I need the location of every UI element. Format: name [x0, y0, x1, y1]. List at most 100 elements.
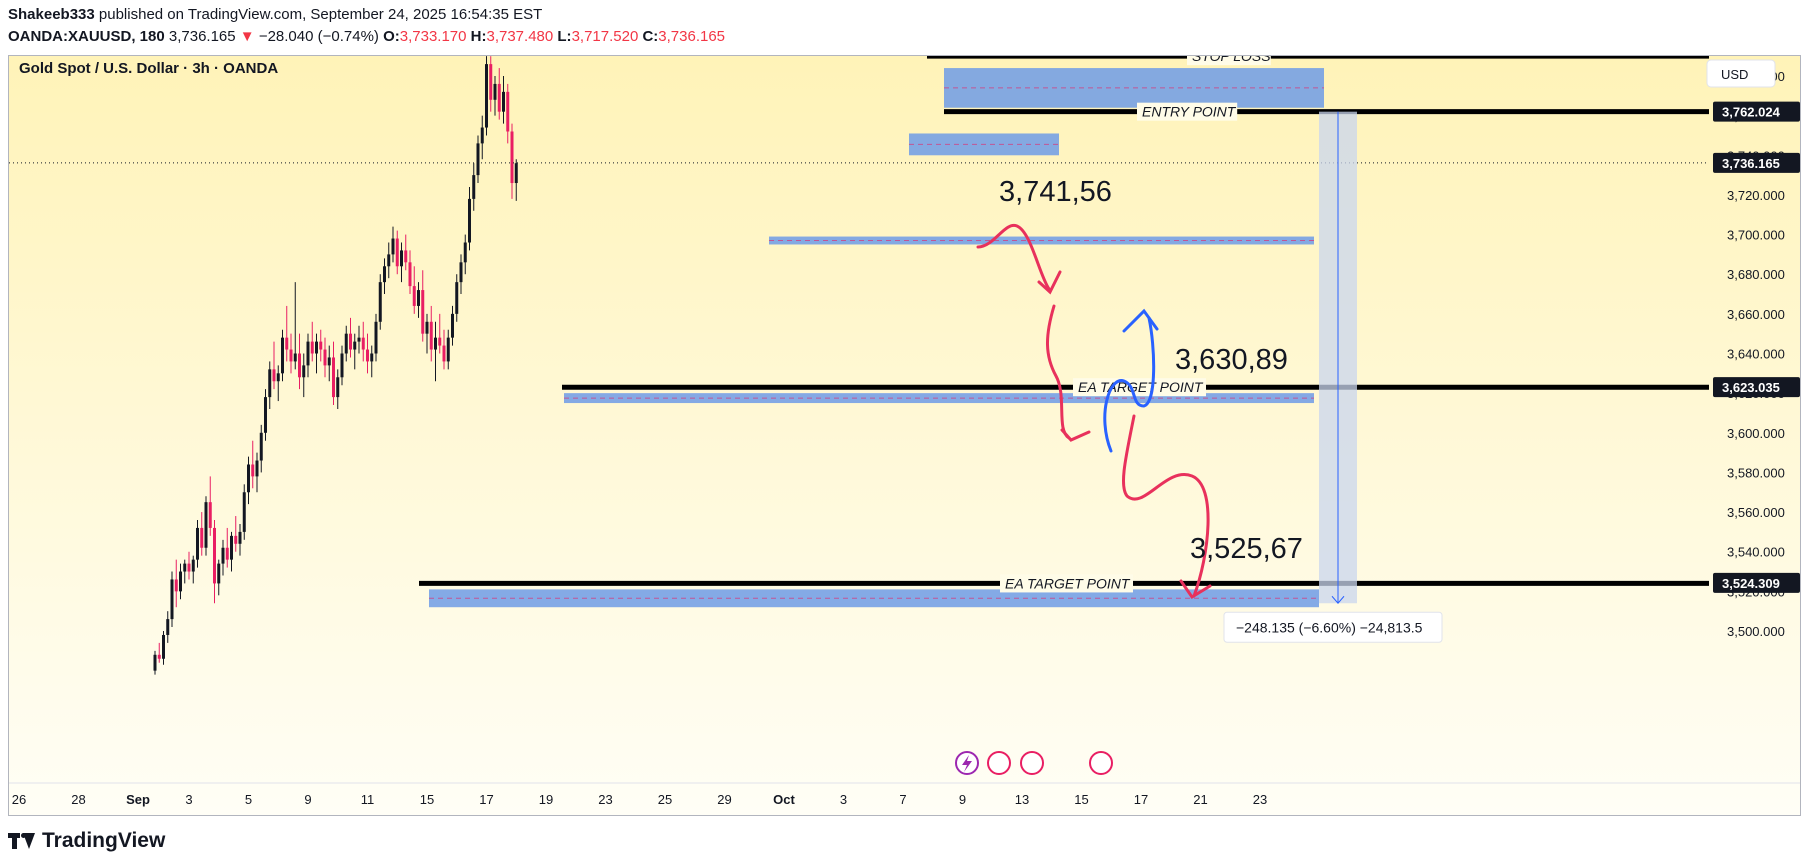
candle-body — [230, 535, 233, 560]
brand-name: TradingView — [42, 829, 166, 852]
y-tick-label: 3,700.000 — [1727, 228, 1785, 243]
y-tick-label: 3,600.000 — [1727, 426, 1785, 441]
candle-body — [408, 262, 412, 287]
chart-frame[interactable]: STOP LOSS ENTRY POINT EA TARGET POINT EA TA… — [8, 55, 1801, 816]
high-label: H: — [470, 28, 487, 45]
chart-title: Gold Spot / U.S. Dollar · 3h · OANDA — [19, 60, 278, 77]
x-tick-label: 19 — [539, 792, 553, 807]
measure-layer: −248.135 (−6.60%) −24,813.5 — [1223, 111, 1443, 643]
us-flag-event-icon[interactable] — [1089, 751, 1113, 775]
y-tick-label: 3,580.000 — [1727, 465, 1785, 480]
price-badge — [1713, 377, 1800, 398]
candle-body — [374, 321, 378, 354]
candle-body — [395, 238, 399, 267]
x-tick-label: 21 — [1193, 792, 1207, 807]
us-flag-event-icon[interactable] — [987, 751, 1011, 775]
low-label: L: — [557, 28, 572, 45]
candle-body — [451, 313, 454, 338]
candle-body — [200, 527, 204, 548]
candle-body — [459, 262, 463, 283]
level-label-bg — [1073, 378, 1206, 397]
currency-button[interactable]: USD — [1706, 59, 1776, 88]
candle-body — [353, 341, 357, 350]
level-label-bg — [1137, 102, 1238, 121]
x-tick-label: 23 — [598, 792, 612, 807]
candle-body — [493, 83, 497, 100]
axes-layer: 3,500.0003,520.0003,540.0003,560.0003,58… — [9, 69, 1800, 807]
candle-body — [272, 369, 276, 382]
tradingview-footer[interactable]: TradingView — [8, 826, 165, 856]
candle-body — [497, 83, 501, 112]
level-label: EA TARGET POINT — [1078, 379, 1204, 395]
x-tick-label: 9 — [304, 792, 311, 807]
x-tick-label: 17 — [1134, 792, 1148, 807]
price-badge — [1713, 101, 1800, 122]
x-tick-label: 23 — [1253, 792, 1267, 807]
candle-body — [153, 654, 157, 671]
candle-body — [319, 341, 323, 350]
candle-body — [323, 349, 327, 366]
candle-body — [255, 460, 259, 477]
candle-body — [332, 357, 335, 398]
candle-body — [391, 238, 395, 255]
candle-body — [383, 266, 386, 283]
down-arrow-icon: ▼ — [239, 28, 255, 45]
level-label: EA TARGET POINT — [1005, 575, 1131, 591]
candle-body — [298, 353, 301, 378]
levels-layer: STOP LOSS ENTRY POINT EA TARGET POINT EA TA… — [9, 56, 1709, 593]
candle-body — [412, 286, 416, 306]
price-badge-label: 3,762.024 — [1722, 105, 1781, 120]
candle-body — [349, 333, 352, 350]
x-tick-label: 17 — [479, 792, 493, 807]
candle-body — [238, 531, 242, 544]
candle-body — [170, 579, 174, 620]
candle-body — [344, 333, 348, 354]
price-badge-label: 3,524.309 — [1722, 576, 1780, 591]
zones-layer — [429, 68, 1324, 608]
candle-body — [191, 559, 195, 572]
candle-body — [208, 502, 212, 528]
candle-body — [264, 397, 267, 433]
high-value: 3,737.480 — [486, 28, 554, 45]
price-badge — [1713, 572, 1800, 593]
x-tick-label: 26 — [12, 792, 26, 807]
candle-body — [276, 373, 280, 382]
y-tick-label: 3,500.000 — [1727, 624, 1785, 639]
x-tick-label: 13 — [1015, 792, 1029, 807]
x-tick-label: 9 — [959, 792, 966, 807]
candle-body — [315, 341, 318, 354]
candle-body — [489, 64, 493, 100]
us-flag-event-icon[interactable] — [1020, 751, 1044, 775]
candle-body — [251, 464, 255, 477]
x-tick-label: 15 — [420, 792, 434, 807]
currency-label[interactable]: USD — [1721, 67, 1748, 82]
x-tick-label: 11 — [361, 792, 375, 807]
y-tick-label: 3,560.000 — [1727, 505, 1785, 520]
x-tick-label: 5 — [245, 792, 252, 807]
candle-body — [259, 432, 263, 461]
x-tick-label: Oct — [773, 792, 795, 807]
candle-body — [336, 377, 340, 398]
candle-body — [400, 250, 403, 267]
candle-body — [468, 198, 471, 243]
candles-layer — [153, 56, 518, 675]
close-value: 3,736.165 — [658, 28, 726, 45]
price-chart[interactable]: STOP LOSS ENTRY POINT EA TARGET POINT EA TA… — [9, 56, 1800, 815]
candle-body — [446, 337, 450, 362]
red-arrowhead-icon — [1060, 428, 1091, 442]
x-tick-label: Sep — [126, 792, 150, 807]
candle-body — [162, 634, 165, 659]
x-tick-label: 25 — [658, 792, 672, 807]
open-value: 3,733.170 — [399, 28, 467, 45]
price-annotation: 3,525,67 — [1190, 533, 1303, 565]
x-tick-label: 28 — [71, 792, 85, 807]
level-label-bg — [1187, 56, 1271, 66]
x-tick-label: 15 — [1074, 792, 1088, 807]
candle-body — [285, 337, 289, 350]
candle-body — [293, 353, 297, 362]
author-name[interactable]: Shakeeb333 — [8, 6, 95, 23]
candle-body — [217, 563, 221, 584]
symbol-name: OANDA:XAUUSD, 180 — [8, 28, 165, 45]
candle-body — [157, 654, 161, 659]
blue-arrowhead-icon — [1122, 308, 1159, 333]
